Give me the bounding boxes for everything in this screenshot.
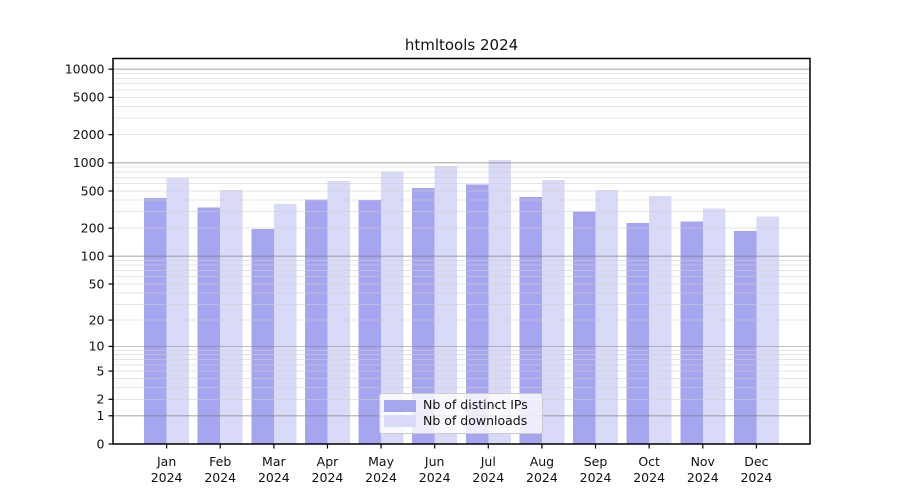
bar-apr-distinct-ips: [304, 199, 328, 444]
legend-swatch-downloads: [384, 415, 416, 428]
legend: Nb of distinct IPs Nb of downloads: [379, 393, 543, 434]
bar-jul-distinct-ips: [465, 184, 489, 445]
bar-mar-downloads: [273, 203, 297, 444]
bar-jan-downloads: [166, 177, 190, 444]
legend-label-distinct-ips: Nb of distinct IPs: [423, 397, 528, 413]
bar-jul-downloads: [488, 160, 511, 444]
y-tick-label: 0: [97, 436, 105, 451]
y-tick-label: 200: [81, 220, 105, 235]
x-tick-label-year: 2024: [633, 470, 665, 485]
y-tick-label: 500: [81, 183, 105, 198]
bar-jan-distinct-ips: [144, 198, 167, 444]
x-tick-label-month: Jun: [424, 454, 445, 469]
x-tick-label-year: 2024: [419, 470, 451, 485]
legend-item-distinct-ips: Nb of distinct IPs: [384, 399, 538, 412]
bar-may-downloads: [381, 171, 404, 444]
y-tick-label: 1000: [73, 155, 105, 170]
bar-jun-downloads: [434, 166, 458, 444]
x-tick-label-year: 2024: [312, 470, 344, 485]
bar-feb-downloads: [220, 189, 243, 444]
bar-dec-distinct-ips: [733, 231, 757, 444]
y-tick-label: 10: [89, 339, 105, 354]
x-tick-label-year: 2024: [151, 470, 183, 485]
bar-nov-distinct-ips: [680, 221, 703, 444]
bar-jun-distinct-ips: [412, 187, 435, 445]
bar-may-distinct-ips: [358, 200, 382, 444]
x-tick-label-year: 2024: [687, 470, 719, 485]
x-tick-label-month: Apr: [317, 454, 339, 469]
bar-dec-downloads: [756, 216, 779, 444]
x-tick-label-month: Dec: [744, 454, 768, 469]
x-tick-label-year: 2024: [526, 470, 558, 485]
bar-aug-downloads: [541, 180, 565, 444]
y-tick-label: 2: [97, 392, 105, 407]
x-tick-label-year: 2024: [258, 470, 290, 485]
x-tick-label-month: Mar: [262, 454, 286, 469]
y-tick-label: 100: [81, 248, 105, 263]
x-tick-label-month: Aug: [530, 454, 554, 469]
legend-label-downloads: Nb of downloads: [423, 413, 528, 429]
x-tick-label-month: Nov: [691, 454, 716, 469]
y-tick-label: 1: [97, 408, 105, 423]
legend-swatch-distinct-ips: [384, 399, 416, 412]
y-tick-label: 5000: [73, 90, 105, 105]
x-tick-label-year: 2024: [204, 470, 236, 485]
bar-apr-downloads: [327, 180, 350, 444]
axis-frame: [112, 57, 811, 445]
legend-item-downloads: Nb of downloads: [384, 415, 538, 428]
x-tick-label-month: Feb: [209, 454, 231, 469]
bar-feb-distinct-ips: [197, 207, 221, 444]
x-tick-label-year: 2024: [472, 470, 504, 485]
bar-nov-downloads: [702, 208, 726, 444]
y-tick-label: 50: [89, 276, 105, 291]
x-tick-label-month: Oct: [638, 454, 660, 469]
x-tick-label-month: Jul: [480, 454, 496, 469]
x-tick-label-month: Jan: [156, 454, 176, 469]
x-tick-label-year: 2024: [580, 470, 612, 485]
bar-sep-distinct-ips: [573, 211, 596, 444]
y-tick-label: 20: [89, 312, 105, 327]
x-tick-label-month: Sep: [584, 454, 608, 469]
chart-title: htmltools 2024: [404, 36, 519, 54]
x-tick-label-year: 2024: [365, 470, 397, 485]
bar-sep-downloads: [595, 189, 619, 444]
x-tick-label-year: 2024: [740, 470, 772, 485]
y-tick-label: 2000: [73, 127, 105, 142]
x-tick-label-month: May: [368, 454, 394, 469]
y-tick-label: 10000: [65, 61, 105, 76]
bar-oct-distinct-ips: [626, 222, 650, 444]
y-tick-label: 5: [97, 363, 105, 378]
bar-mar-distinct-ips: [251, 228, 274, 444]
